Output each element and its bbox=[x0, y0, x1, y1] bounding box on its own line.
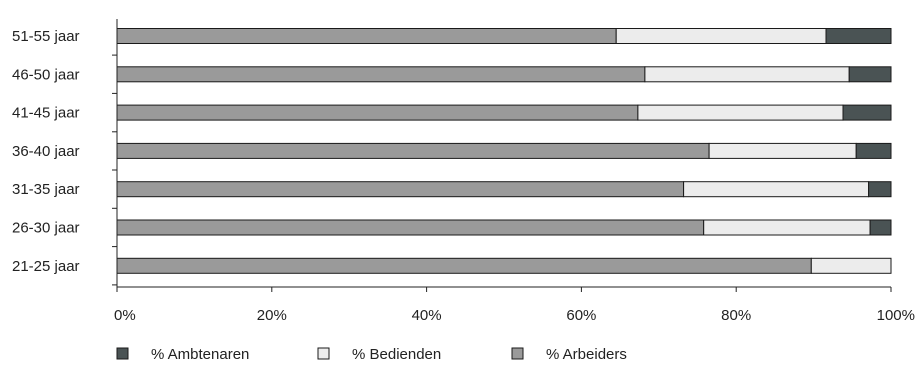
legend-label: % Bedienden bbox=[352, 346, 441, 363]
bar-segment-1-row-2 bbox=[116, 66, 646, 83]
x-tick-label: 0% bbox=[114, 307, 136, 324]
category-label: 46-50 jaar bbox=[12, 66, 80, 83]
bar-segment-3-row-4 bbox=[855, 142, 892, 159]
legend-swatch bbox=[317, 347, 330, 360]
bar-segment-1-row-1 bbox=[116, 28, 617, 44]
bar-segment-2-row-7 bbox=[810, 257, 892, 274]
bar-segment-2-row-2 bbox=[644, 66, 850, 83]
category-label: 36-40 jaar bbox=[12, 143, 80, 160]
x-tick-label: 20% bbox=[257, 307, 287, 324]
category-labels: 51-55 jaar 46-50 jaar 41-45 jaar 36-40 jaar… bbox=[12, 28, 80, 275]
bar-segment-1-row-3 bbox=[116, 104, 639, 121]
x-tick-label: 60% bbox=[566, 307, 596, 324]
legend-label: % Ambtenaren bbox=[151, 346, 249, 363]
x-tick-label: 80% bbox=[721, 307, 751, 324]
bar-segment-3-row-1 bbox=[825, 28, 892, 44]
bar-segment-2-row-6 bbox=[703, 219, 871, 236]
category-label: 41-45 jaar bbox=[12, 105, 80, 122]
bar-segment-2-row-3 bbox=[637, 104, 844, 121]
x-tick-label: 40% bbox=[412, 307, 442, 324]
x-tick-label: 100% bbox=[877, 307, 915, 324]
category-label: 51-55 jaar bbox=[12, 28, 80, 45]
legend: % Ambtenaren % Bedienden % Arbeiders bbox=[116, 346, 627, 363]
legend-swatch bbox=[116, 347, 129, 360]
bar-segment-1-row-7 bbox=[116, 257, 812, 274]
legend-swatch bbox=[511, 347, 524, 360]
category-label: 21-25 jaar bbox=[12, 258, 80, 275]
bar-segment-2-row-4 bbox=[708, 142, 857, 159]
bar-segment-1-row-4 bbox=[116, 142, 710, 159]
axis-layer bbox=[112, 19, 892, 292]
bars-layer bbox=[116, 28, 892, 274]
legend-label: % Arbeiders bbox=[546, 346, 627, 363]
bar-segment-3-row-3 bbox=[842, 104, 892, 121]
bar-segment-3-row-6 bbox=[869, 219, 892, 236]
bar-segment-1-row-6 bbox=[116, 219, 705, 236]
x-tick-labels: 0% 20% 40% 60% 80% 100% bbox=[114, 307, 915, 324]
bar-segment-3-row-5 bbox=[868, 181, 892, 198]
category-label: 26-30 jaar bbox=[12, 220, 80, 237]
bar-segment-3-row-2 bbox=[848, 66, 892, 83]
bar-segment-2-row-5 bbox=[683, 181, 870, 198]
category-label: 31-35 jaar bbox=[12, 181, 80, 198]
bar-segment-1-row-5 bbox=[116, 181, 685, 198]
bar-segment-2-row-1 bbox=[615, 28, 827, 44]
